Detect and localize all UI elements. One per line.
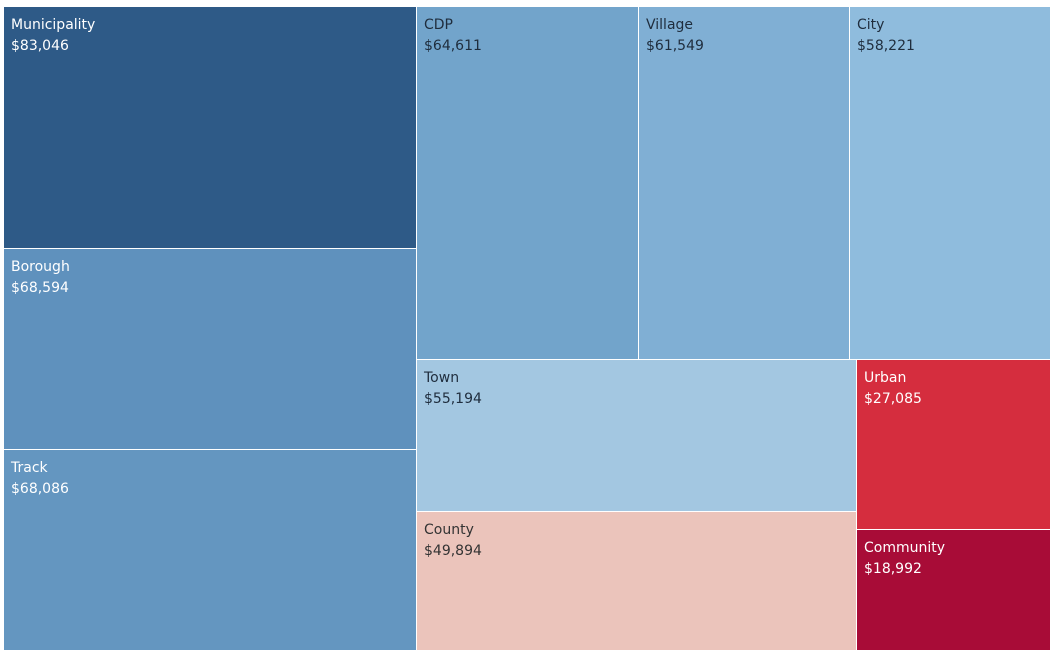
tile-label: County <box>424 522 474 538</box>
tile-value: $18,992 <box>864 561 922 577</box>
treemap-tile-village[interactable]: Village $61,549 <box>639 7 850 360</box>
tile-label: Municipality <box>11 17 96 33</box>
treemap-tile-track[interactable]: Track $68,086 <box>4 450 417 650</box>
tile-label: Borough <box>11 259 70 275</box>
treemap-tile-borough[interactable]: Borough $68,594 <box>4 249 417 450</box>
tile-value: $58,221 <box>857 38 915 54</box>
tile-label: Track <box>11 460 48 476</box>
treemap-tile-urban[interactable]: Urban $27,085 <box>857 360 1050 530</box>
tile-label: Town <box>424 370 460 386</box>
treemap-tile-municipality[interactable]: Municipality $83,046 <box>4 7 417 249</box>
tile-value: $49,894 <box>424 543 482 559</box>
tile-label: City <box>857 17 885 33</box>
treemap-tile-town[interactable]: Town $55,194 <box>417 360 857 512</box>
treemap-tile-county[interactable]: County $49,894 <box>417 512 857 650</box>
tile-value: $68,086 <box>11 481 69 497</box>
treemap-tile-city[interactable]: City $58,221 <box>850 7 1050 360</box>
tile-label: CDP <box>424 17 453 33</box>
tile-label: Village <box>646 17 694 33</box>
tile-value: $64,611 <box>424 38 482 54</box>
tile-label: Urban <box>864 370 907 386</box>
treemap-tile-community[interactable]: Community $18,992 <box>857 530 1050 650</box>
tile-value: $61,549 <box>646 38 704 54</box>
tile-value: $83,046 <box>11 38 69 54</box>
tile-value: $68,594 <box>11 280 69 296</box>
tile-value: $55,194 <box>424 391 482 407</box>
tile-value: $27,085 <box>864 391 922 407</box>
tile-label: Community <box>864 540 946 556</box>
treemap-tile-cdp[interactable]: CDP $64,611 <box>417 7 639 360</box>
